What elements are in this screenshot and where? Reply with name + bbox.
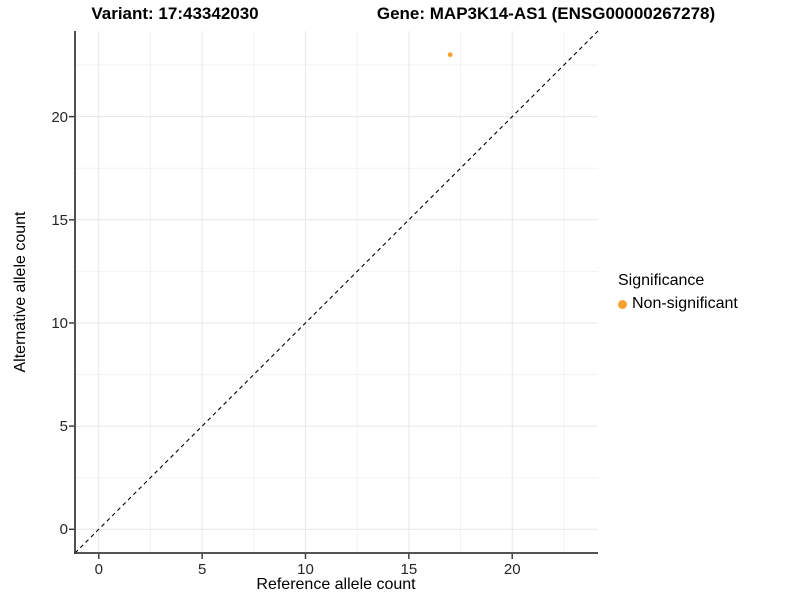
x-tick-label: 15	[400, 561, 418, 578]
y-tick-label: 20	[51, 108, 68, 126]
non-significant-point-icon	[618, 299, 627, 309]
x-tick-label: 20	[503, 561, 521, 578]
variant-title: Variant: 17:43342030	[91, 4, 259, 23]
x-tick-label: 0	[94, 561, 103, 578]
gene-title: Gene: MAP3K14-AS1 (ENSG00000267278)	[376, 4, 716, 23]
y-axis-title: Alternative allele count	[12, 211, 29, 373]
legend-title: Significance	[618, 272, 705, 289]
y-tick-label: 5	[59, 418, 68, 436]
x-axis-title: Reference allele count	[256, 576, 416, 593]
x-tick-label: 5	[197, 561, 207, 578]
data-point	[447, 52, 453, 58]
legend-entry: Non-significant	[618, 295, 738, 313]
legend: Significance Non-significant	[618, 272, 738, 313]
x-tick-label: 10	[297, 561, 314, 578]
identity-line	[74, 30, 599, 554]
y-tick-label: 10	[51, 314, 68, 332]
y-tick-label: 0	[59, 521, 68, 539]
legend-entry-label: Non-significant	[632, 295, 738, 312]
y-tick-label: 15	[51, 211, 68, 229]
